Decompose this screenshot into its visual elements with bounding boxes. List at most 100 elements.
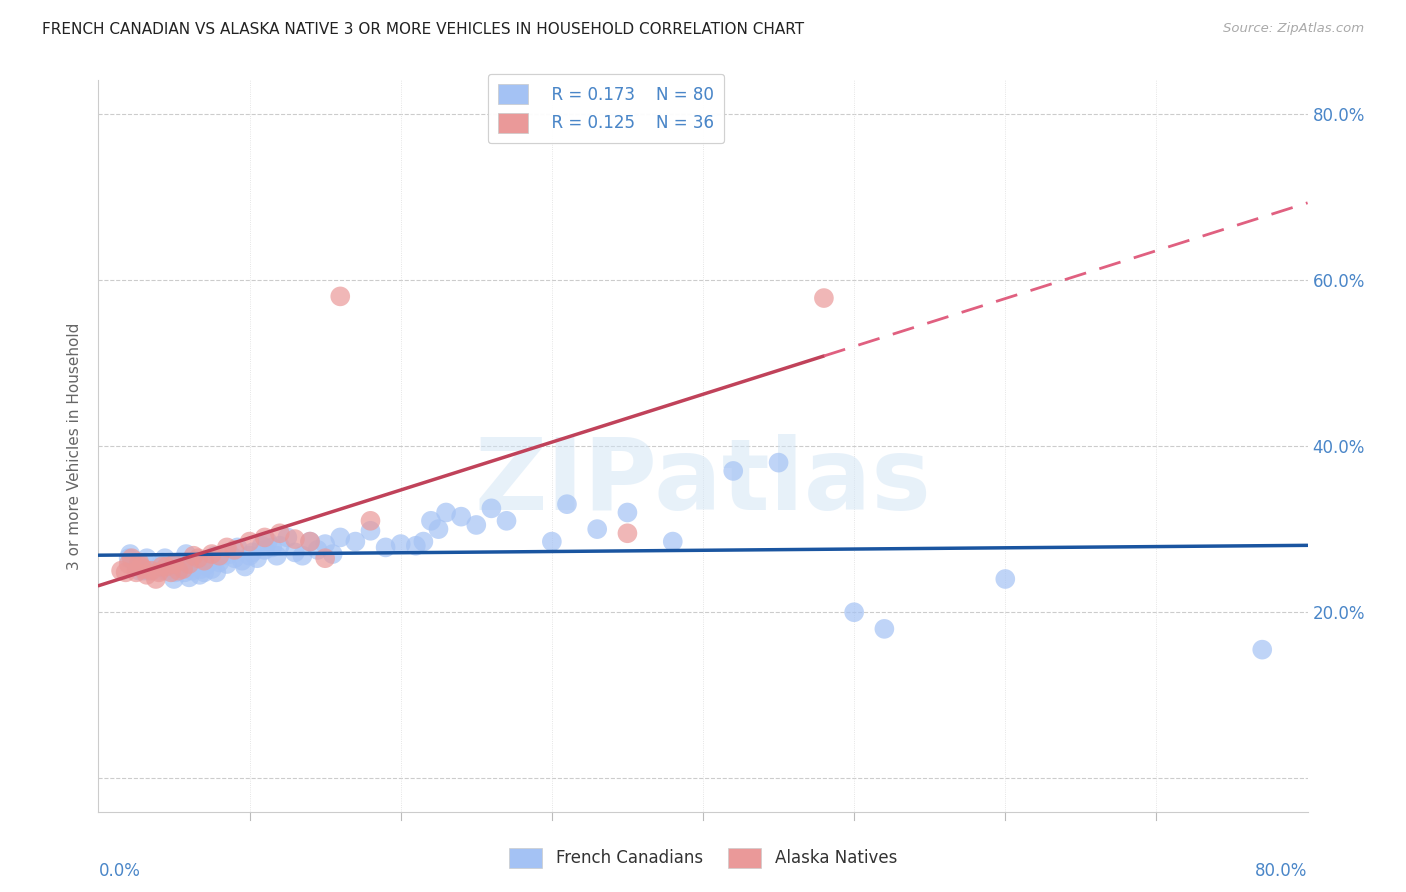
Point (844, 605, 866, 619)
Point (284, 532, 307, 546)
Point (307, 542, 329, 557)
Point (118, 557, 141, 571)
Point (246, 551, 269, 566)
Point (239, 549, 262, 563)
Point (450, 509, 472, 524)
Point (120, 547, 142, 561)
Point (253, 542, 276, 557)
Point (145, 572, 167, 586)
Point (208, 555, 231, 569)
Point (110, 564, 132, 578)
Point (150, 555, 173, 569)
Point (586, 522, 609, 536)
Point (661, 534, 683, 549)
Point (242, 545, 264, 559)
Point (135, 567, 157, 582)
Point (186, 554, 208, 568)
Y-axis label: 3 or more Vehicles in Household: 3 or more Vehicles in Household (67, 322, 83, 570)
Point (299, 534, 322, 549)
Point (132, 562, 155, 576)
Point (181, 564, 204, 578)
Point (163, 572, 186, 586)
Point (495, 514, 517, 528)
Point (616, 526, 638, 541)
Point (233, 559, 256, 574)
Point (125, 559, 148, 574)
Point (224, 551, 246, 566)
Point (174, 547, 197, 561)
Point (253, 530, 276, 544)
Point (329, 289, 352, 303)
Point (201, 562, 224, 576)
Point (141, 564, 163, 578)
Point (269, 539, 291, 553)
Point (344, 534, 367, 549)
Point (481, 501, 503, 516)
Point (173, 566, 195, 580)
Point (129, 559, 152, 574)
Point (205, 566, 228, 580)
Point (284, 545, 307, 559)
Point (128, 555, 150, 569)
Point (555, 497, 578, 511)
Point (389, 537, 412, 551)
Point (420, 514, 443, 528)
Point (148, 566, 170, 580)
Point (291, 549, 314, 563)
Point (172, 562, 194, 576)
Point (160, 566, 183, 580)
Point (723, 464, 745, 478)
Point (183, 549, 205, 563)
Point (125, 566, 148, 580)
Point (314, 537, 336, 551)
Point (135, 551, 157, 566)
Text: Source: ZipAtlas.com: Source: ZipAtlas.com (1223, 22, 1364, 36)
Point (118, 551, 141, 566)
Point (150, 559, 173, 574)
Point (616, 506, 638, 520)
Point (204, 549, 226, 563)
Point (1251, 642, 1274, 657)
Point (167, 564, 190, 578)
Point (193, 566, 215, 580)
Point (226, 541, 249, 555)
Point (768, 456, 790, 470)
Point (170, 557, 193, 571)
Point (211, 549, 233, 563)
Point (465, 518, 488, 533)
Point (215, 557, 238, 571)
Point (250, 539, 273, 553)
Point (322, 547, 344, 561)
Point (360, 514, 382, 528)
Legend:   R = 0.173    N = 80,   R = 0.125    N = 36: R = 0.173 N = 80, R = 0.125 N = 36 (488, 74, 724, 143)
Point (269, 526, 291, 541)
Point (873, 622, 896, 636)
Point (540, 534, 562, 549)
Point (201, 547, 224, 561)
Point (128, 564, 150, 578)
Text: FRENCH CANADIAN VS ALASKA NATIVE 3 OR MORE VEHICLES IN HOUSEHOLD CORRELATION CHA: FRENCH CANADIAN VS ALASKA NATIVE 3 OR MO… (42, 22, 804, 37)
Point (412, 534, 434, 549)
Legend: French Canadians, Alaska Natives: French Canadians, Alaska Natives (502, 841, 904, 875)
Point (134, 555, 156, 569)
Point (374, 541, 396, 555)
Point (148, 564, 170, 578)
Point (121, 551, 143, 566)
Point (276, 530, 298, 544)
Point (208, 549, 231, 563)
Point (299, 534, 322, 549)
Point (405, 539, 427, 553)
Point (155, 559, 177, 574)
Point (153, 551, 176, 566)
Point (434, 506, 457, 520)
Point (155, 564, 177, 578)
Point (167, 555, 190, 569)
Text: ZIPatlas: ZIPatlas (475, 434, 931, 531)
Point (219, 547, 242, 561)
Point (114, 566, 136, 580)
Point (224, 542, 246, 557)
Point (193, 554, 215, 568)
Point (197, 555, 219, 569)
Text: 80.0%: 80.0% (1256, 862, 1308, 880)
Point (136, 564, 159, 578)
